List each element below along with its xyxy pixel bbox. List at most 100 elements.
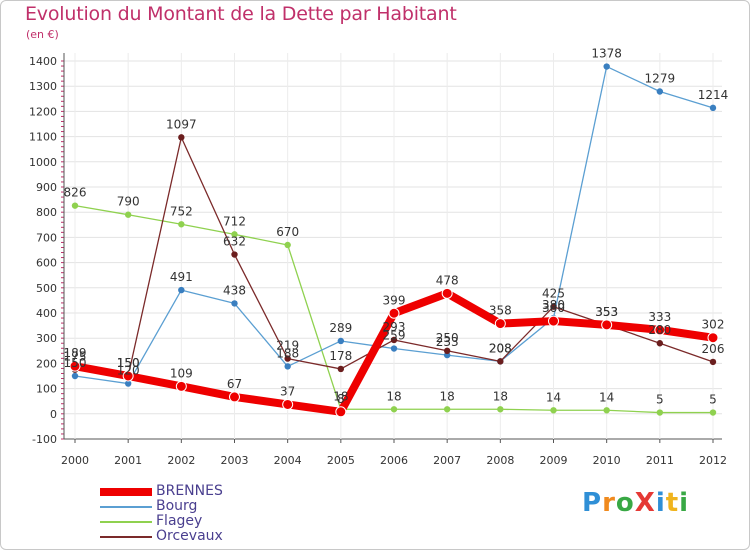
data-point-flagey	[656, 409, 664, 416]
y-tick-label: 0	[50, 408, 57, 421]
data-label-bourg: 1214	[698, 88, 729, 102]
x-tick-label: 2006	[380, 454, 408, 467]
data-label-brennes: 353	[595, 305, 618, 319]
data-label-orcevaux: 1097	[166, 117, 197, 131]
x-tick-label: 2000	[61, 454, 89, 467]
data-label-brennes: 399	[383, 293, 406, 307]
data-point-bourg	[603, 63, 610, 70]
legend-label-brennes: BRENNES	[156, 483, 223, 499]
y-tick-label: 1200	[29, 105, 57, 118]
proxiti-logo: ProXiti	[582, 488, 689, 518]
logo-letter: o	[615, 488, 635, 518]
data-label-orcevaux: 175	[64, 350, 87, 364]
data-point-brennes	[654, 324, 666, 336]
logo-letter: t	[665, 488, 680, 518]
y-tick-label: 700	[36, 231, 57, 244]
y-tick-label: 600	[36, 257, 57, 270]
legend-label-bourg: Bourg	[156, 498, 198, 514]
x-tick-label: 2011	[646, 454, 674, 467]
data-point-orcevaux	[178, 134, 185, 141]
data-label-orcevaux: 293	[383, 320, 406, 334]
y-tick-label: 1000	[29, 156, 57, 169]
data-label-flagey: 5	[656, 393, 664, 407]
x-tick-label: 2004	[274, 454, 302, 467]
chart-title: Evolution du Montant de la Dette par Hab…	[25, 3, 457, 25]
data-point-orcevaux	[337, 365, 345, 373]
data-point-flagey	[71, 202, 79, 209]
data-point-brennes	[229, 391, 240, 403]
data-point-flagey	[603, 407, 610, 414]
data-label-bourg: 120	[117, 364, 140, 378]
data-point-bourg	[124, 380, 132, 387]
data-label-brennes: 302	[702, 318, 725, 332]
data-point-brennes	[388, 307, 400, 319]
y-tick-label: 200	[36, 357, 57, 370]
logo-letter: r	[602, 488, 616, 518]
data-label-flagey: 790	[117, 195, 140, 209]
data-label-orcevaux: 425	[542, 287, 565, 301]
x-tick-label: 2005	[327, 454, 355, 467]
data-point-flagey	[231, 231, 238, 238]
legend-swatch-brennes	[100, 488, 152, 496]
data-label-flagey: 712	[223, 214, 246, 228]
data-point-bourg	[178, 286, 185, 294]
data-label-flagey: 14	[546, 390, 561, 404]
data-label-brennes: 37	[280, 384, 295, 398]
x-tick-label: 2002	[167, 454, 195, 467]
data-label-brennes: 358	[489, 304, 512, 318]
data-label-flagey: 670	[276, 225, 299, 239]
data-label-bourg: 208	[489, 341, 512, 355]
legend-swatch-flagey	[100, 521, 152, 523]
data-point-brennes	[441, 287, 453, 299]
data-point-brennes	[335, 406, 347, 418]
data-point-bourg	[71, 372, 79, 380]
data-point-brennes	[548, 315, 559, 327]
x-tick-label: 2012	[699, 454, 727, 467]
x-tick-label: 2007	[433, 454, 461, 467]
data-point-brennes	[601, 319, 613, 331]
data-label-bourg: 289	[329, 321, 352, 335]
logo-letter: i	[679, 488, 690, 518]
data-point-flagey	[124, 211, 132, 218]
data-point-brennes	[175, 380, 187, 392]
data-point-bourg	[337, 337, 345, 345]
data-point-brennes	[707, 332, 719, 344]
x-tick-label: 2003	[221, 454, 249, 467]
data-point-orcevaux	[443, 347, 451, 354]
data-label-bourg: 491	[170, 270, 193, 284]
data-label-brennes: 189	[64, 346, 87, 360]
data-point-bourg	[231, 300, 238, 307]
plot-area	[64, 53, 722, 439]
data-label-bourg: 233	[436, 335, 459, 349]
data-point-bourg	[390, 345, 398, 352]
data-label-orcevaux: 219	[276, 339, 299, 353]
logo-letter: P	[582, 488, 603, 518]
data-label-brennes: 67	[227, 377, 242, 391]
data-label-orcevaux: 150	[117, 356, 140, 370]
data-point-bourg	[709, 104, 717, 112]
data-label-bourg: 438	[223, 283, 246, 297]
data-point-brennes	[282, 398, 294, 410]
legend-label-orcevaux: Orcevaux	[156, 528, 223, 544]
logo-letter: i	[655, 488, 666, 518]
data-point-orcevaux	[709, 358, 717, 366]
data-point-brennes	[69, 360, 81, 372]
data-point-orcevaux	[284, 355, 291, 362]
data-label-flagey: 14	[599, 390, 614, 404]
data-label-flagey: 18	[386, 389, 401, 403]
data-point-bourg	[284, 363, 291, 370]
data-label-flagey: 752	[170, 204, 193, 218]
y-tick-label: 900	[36, 181, 57, 194]
data-point-orcevaux	[656, 340, 664, 347]
y-tick-label: 400	[36, 307, 57, 320]
data-label-brennes: 478	[436, 273, 459, 287]
data-label-orcevaux: 206	[702, 342, 725, 356]
data-point-flagey	[709, 409, 717, 416]
data-point-orcevaux	[497, 358, 504, 365]
x-tick-label: 2001	[114, 454, 142, 467]
data-point-flagey	[390, 406, 398, 413]
data-label-bourg: 380	[542, 298, 565, 312]
data-point-brennes	[122, 370, 134, 382]
y-tick-label: 100	[36, 383, 57, 396]
